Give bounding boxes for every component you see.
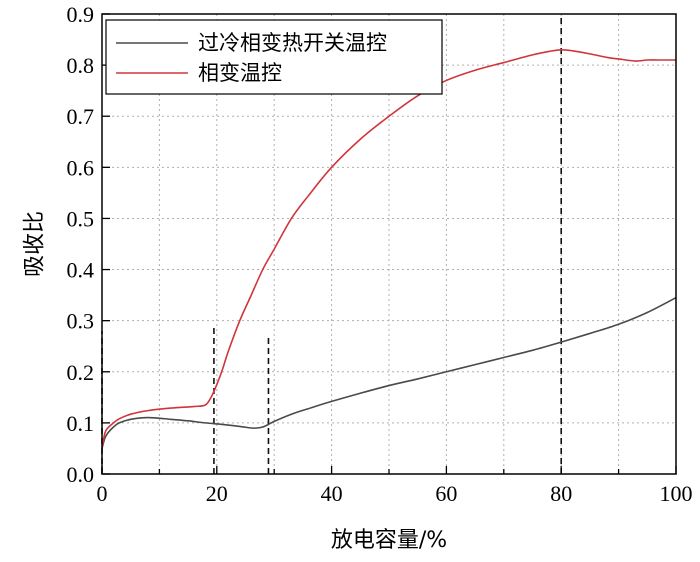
legend: 过冷相变热开关温控 相变温控 [105,19,443,95]
x-tick-label: 0 [97,481,108,506]
ticks [101,13,677,475]
y-tick-label: 0.6 [67,155,95,180]
y-tick-label: 0.4 [67,258,95,283]
x-tick-label: 40 [321,481,343,506]
y-tick-label: 0.8 [67,53,95,78]
legend-entry-series-2: 相变温控 [198,61,282,85]
y-tick-label: 0.2 [67,360,95,385]
tick-labels: 0 20 40 60 80 100 0.0 0.1 0.2 0.3 0.4 0.5 0.6 0.7 0.8 0… [67,2,693,506]
x-axis-label: 放电容量/% [331,528,447,553]
y-tick-label: 0.1 [67,411,95,436]
y-tick-label: 0.0 [67,462,95,487]
series-line-1 [101,296,677,449]
x-tick-label: 80 [550,481,572,506]
y-tick-label: 0.7 [67,104,95,129]
series-layer [101,48,677,449]
y-tick-label: 0.5 [67,206,95,231]
y-axis-label: 吸收比 [23,211,48,277]
x-tick-label: 100 [660,481,693,506]
legend-entry-series-1: 过冷相变热开关温控 [198,31,387,55]
y-tick-label: 0.3 [67,309,95,334]
y-tick-label: 0.9 [67,2,95,27]
legend-box [105,19,443,95]
x-tick-label: 20 [206,481,228,506]
x-tick-label: 60 [435,481,457,506]
series-line-2 [101,48,676,449]
